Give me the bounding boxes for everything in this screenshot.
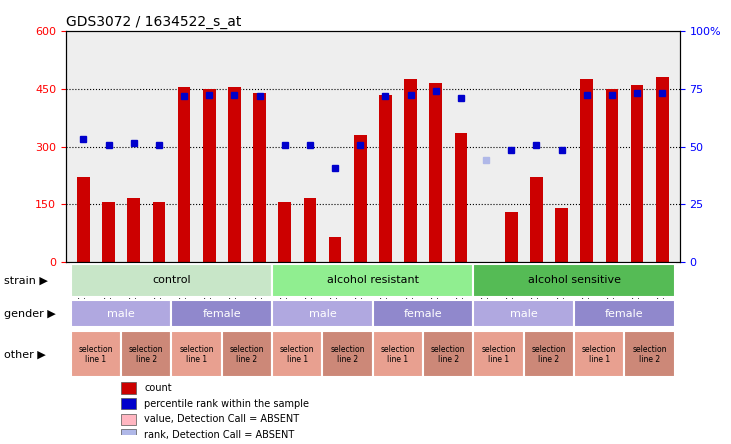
Text: strain ▶: strain ▶ — [4, 275, 48, 285]
FancyBboxPatch shape — [373, 301, 474, 327]
FancyBboxPatch shape — [172, 332, 221, 377]
FancyBboxPatch shape — [71, 332, 121, 377]
FancyBboxPatch shape — [71, 301, 172, 327]
Bar — [656, 77, 669, 262]
Bar — [153, 202, 165, 262]
Bar — [121, 382, 137, 393]
Text: alcohol sensitive: alcohol sensitive — [528, 275, 621, 285]
Text: selection
line 2: selection line 2 — [531, 345, 567, 364]
Bar — [379, 95, 392, 262]
Text: rank, Detection Call = ABSENT: rank, Detection Call = ABSENT — [145, 429, 295, 440]
Text: alcohol resistant: alcohol resistant — [327, 275, 419, 285]
Text: selection
line 1: selection line 1 — [582, 345, 616, 364]
Text: control: control — [152, 275, 191, 285]
Text: male: male — [308, 309, 336, 319]
FancyBboxPatch shape — [121, 332, 172, 377]
Text: selection
line 2: selection line 2 — [431, 345, 466, 364]
FancyBboxPatch shape — [474, 332, 524, 377]
Bar — [253, 93, 266, 262]
FancyBboxPatch shape — [624, 332, 675, 377]
Text: selection
line 1: selection line 1 — [179, 345, 214, 364]
Bar — [303, 198, 317, 262]
FancyBboxPatch shape — [272, 332, 322, 377]
Text: female: female — [202, 309, 241, 319]
FancyBboxPatch shape — [423, 332, 474, 377]
Text: female: female — [605, 309, 644, 319]
Bar — [203, 89, 216, 262]
Bar — [404, 79, 417, 262]
Text: other ▶: other ▶ — [4, 349, 45, 359]
Bar — [228, 87, 240, 262]
Text: gender ▶: gender ▶ — [4, 309, 56, 319]
Bar — [530, 177, 542, 262]
Bar — [121, 398, 137, 409]
Text: count: count — [145, 383, 172, 393]
Bar — [455, 133, 467, 262]
FancyBboxPatch shape — [474, 301, 574, 327]
FancyBboxPatch shape — [373, 332, 423, 377]
Bar — [580, 79, 593, 262]
Text: male: male — [107, 309, 135, 319]
Bar — [429, 83, 442, 262]
Text: value, Detection Call = ABSENT: value, Detection Call = ABSENT — [145, 414, 300, 424]
FancyBboxPatch shape — [272, 264, 474, 297]
FancyBboxPatch shape — [524, 332, 574, 377]
Bar — [121, 429, 137, 440]
Text: selection
line 2: selection line 2 — [632, 345, 667, 364]
FancyBboxPatch shape — [574, 301, 675, 327]
Bar — [505, 212, 518, 262]
FancyBboxPatch shape — [71, 264, 272, 297]
Text: selection
line 2: selection line 2 — [230, 345, 264, 364]
Text: selection
line 1: selection line 1 — [381, 345, 415, 364]
Text: male: male — [510, 309, 538, 319]
Text: GDS3072 / 1634522_s_at: GDS3072 / 1634522_s_at — [66, 15, 241, 29]
Bar — [178, 87, 190, 262]
FancyBboxPatch shape — [474, 264, 675, 297]
Bar — [631, 85, 643, 262]
Bar — [605, 89, 618, 262]
Text: percentile rank within the sample: percentile rank within the sample — [145, 399, 309, 408]
Bar — [556, 208, 568, 262]
Bar — [77, 177, 90, 262]
Bar — [102, 202, 115, 262]
FancyBboxPatch shape — [574, 332, 624, 377]
Text: selection
line 1: selection line 1 — [79, 345, 113, 364]
FancyBboxPatch shape — [322, 332, 373, 377]
Text: selection
line 2: selection line 2 — [330, 345, 365, 364]
FancyBboxPatch shape — [272, 301, 373, 327]
Bar — [121, 413, 137, 424]
Text: selection
line 1: selection line 1 — [280, 345, 314, 364]
Bar — [354, 135, 366, 262]
Text: selection
line 2: selection line 2 — [129, 345, 164, 364]
FancyBboxPatch shape — [221, 332, 272, 377]
Text: selection
line 1: selection line 1 — [482, 345, 516, 364]
Bar — [329, 237, 341, 262]
Text: female: female — [404, 309, 442, 319]
Bar — [279, 202, 291, 262]
Bar — [127, 198, 140, 262]
FancyBboxPatch shape — [172, 301, 272, 327]
